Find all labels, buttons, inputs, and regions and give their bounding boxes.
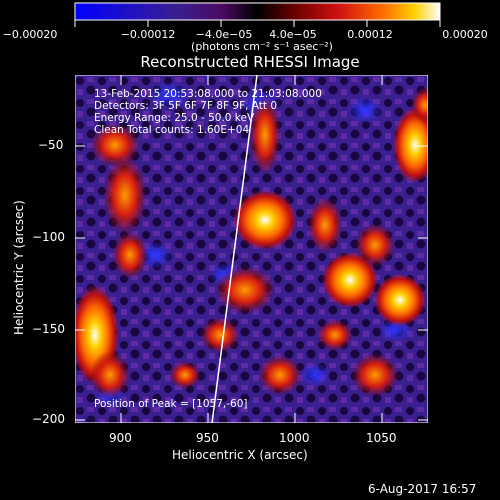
y-tick-label: −50 [38,138,64,152]
annotation-line: Detectors: 3F 5F 6F 7F 8F 9F, Att 0 [94,100,278,112]
y-tick-label: −150 [32,322,65,336]
colorbar [74,2,441,27]
y-axis-label: Heliocentric Y (arcsec) [12,200,26,335]
colorbar-tick-label: 0.00012 [347,28,393,41]
annotation-line: Energy Range: 25.0 - 50.0 keV [94,112,255,124]
solar-limb-line [211,75,258,423]
y-tick-label: −100 [32,230,65,244]
colorbar-tick-label: 4.0e−05 [269,28,317,41]
colorbar-unit-label: (photons cm⁻² s⁻¹ asec⁻²) [191,40,333,53]
annotation-line: 13-Feb-2015 20:53:08.000 to 21:03:08.000 [94,88,322,100]
colorbar-tick-label: −0.00020 [2,28,58,41]
x-tick-label: 1050 [366,431,397,445]
x-axis-label: Heliocentric X (arcsec) [172,448,308,462]
y-tick-label: −200 [32,412,65,426]
colorbar-tick-label: 0.00020 [442,28,488,41]
x-tick-label: 1000 [279,431,310,445]
colorbar-gradient [74,2,441,21]
x-tick-label: 900 [109,431,132,445]
x-tick-label: 950 [196,431,219,445]
annotation-line: Clean Total counts: 1.60E+04 [94,124,250,136]
rhessi-image [75,75,428,423]
colorbar-tick-label: −0.00012 [120,28,176,41]
footer-date: 6-Aug-2017 16:57 [368,482,477,496]
peak-position-label: Position of Peak = [1057,-60] [94,398,248,410]
plot-title: Reconstructed RHESSI Image [140,53,360,71]
colorbar-ticks [74,20,441,27]
colorbar-tick-label: −4.0e−05 [195,28,253,41]
